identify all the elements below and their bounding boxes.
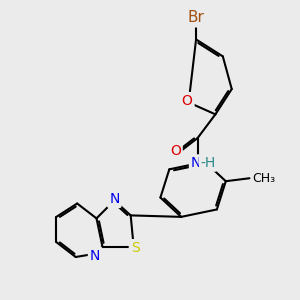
- Text: N: N: [90, 248, 100, 262]
- Text: -H: -H: [200, 156, 216, 170]
- Text: O: O: [170, 145, 181, 158]
- Text: S: S: [131, 241, 140, 255]
- Text: N: N: [191, 156, 201, 170]
- Text: O: O: [182, 94, 193, 108]
- Text: CH₃: CH₃: [253, 172, 276, 185]
- Text: Br: Br: [188, 10, 205, 25]
- Text: N: N: [109, 192, 119, 206]
